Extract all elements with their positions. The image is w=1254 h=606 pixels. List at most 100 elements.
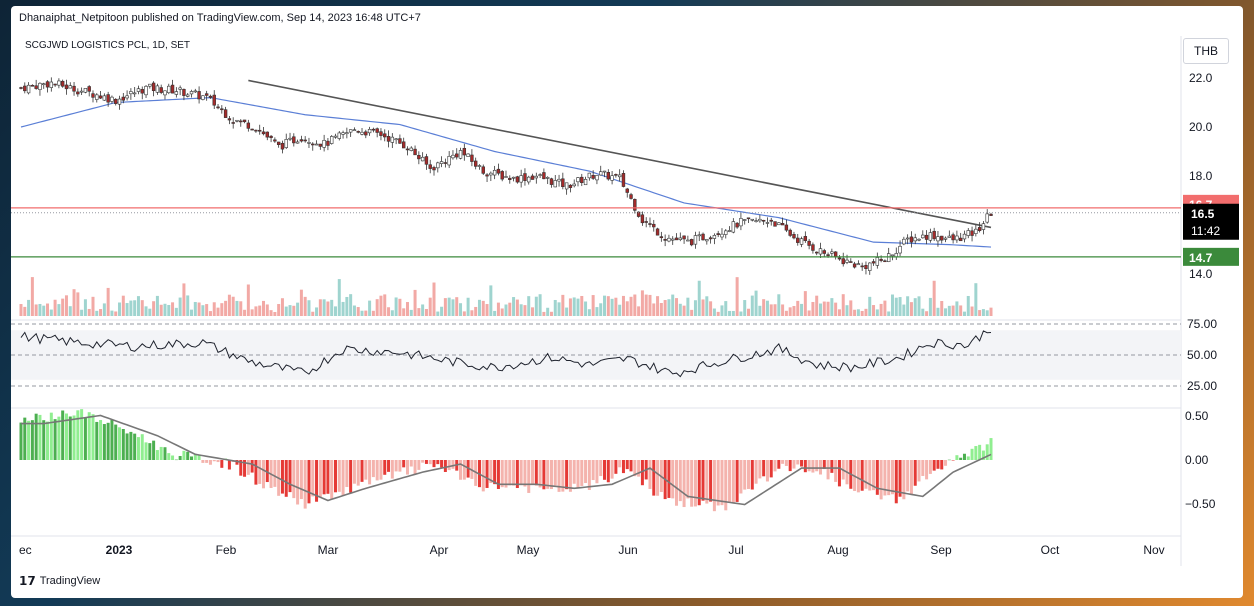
osc-bar — [409, 460, 413, 467]
osc-bar — [193, 454, 197, 460]
osc-bar — [349, 460, 353, 493]
candle-body — [333, 135, 338, 138]
volume-bar — [311, 311, 315, 316]
candle-body — [239, 120, 243, 123]
candle-body — [72, 85, 76, 92]
volume-bar — [250, 309, 254, 316]
osc-bar — [621, 460, 625, 474]
osc-bar — [557, 460, 561, 492]
volume-bar — [663, 300, 667, 316]
osc-bar — [921, 460, 925, 476]
candle-body — [985, 213, 989, 223]
candle-body — [750, 218, 754, 221]
candle-body — [902, 238, 906, 245]
volume-bar — [705, 296, 709, 316]
osc-bar — [174, 459, 178, 461]
volume-bar — [678, 303, 682, 316]
candle-body — [970, 230, 974, 236]
candle-body — [534, 175, 539, 179]
candle-body — [674, 237, 679, 241]
support-label: 14.7 — [1189, 251, 1213, 265]
osc-bar — [625, 460, 629, 470]
osc-bar — [656, 460, 660, 496]
candle-body — [754, 220, 758, 222]
osc-bar — [781, 460, 785, 464]
volume-bar — [443, 298, 447, 316]
candle-body — [443, 162, 448, 164]
volume-bar — [834, 302, 838, 316]
candle-body — [958, 237, 963, 242]
candle-body — [909, 236, 914, 243]
candle-body — [53, 83, 57, 86]
time-tick: Sep — [930, 543, 952, 557]
osc-bar — [917, 460, 921, 482]
osc-bar — [894, 460, 898, 504]
volume-bar — [731, 310, 735, 316]
osc-bar — [91, 414, 95, 460]
candle-body — [701, 233, 705, 241]
volume-bar — [796, 300, 800, 316]
candle-body — [371, 128, 376, 131]
volume-bar — [565, 307, 569, 316]
candle-body — [64, 84, 69, 90]
volume-bar — [262, 300, 265, 316]
candle-body — [924, 234, 929, 240]
candle-body — [671, 238, 675, 241]
volume-bar — [947, 305, 951, 316]
volume-bar — [379, 295, 383, 316]
volume-bar — [697, 280, 701, 316]
candle-body — [788, 229, 792, 236]
candle-body — [743, 219, 747, 221]
osc-bar — [171, 455, 175, 460]
volume-bar — [883, 300, 887, 316]
candle-body — [30, 84, 35, 87]
currency-button[interactable]: THB — [1183, 38, 1229, 64]
time-tick: Jun — [618, 543, 637, 557]
candle-body — [610, 175, 614, 181]
osc-bar — [599, 460, 603, 477]
candle-body — [625, 188, 629, 193]
volume-bar — [466, 297, 470, 316]
volume-bar — [932, 280, 936, 316]
candle-body — [208, 95, 213, 98]
volume-bar — [277, 304, 281, 316]
candle-body — [974, 228, 978, 234]
osc-bar — [981, 450, 985, 460]
candle-body — [284, 139, 288, 148]
candle-body — [227, 118, 232, 121]
price-tick: 14.0 — [1189, 267, 1213, 281]
candle-body — [182, 88, 186, 96]
osc-bar — [57, 416, 61, 460]
osc-bar — [868, 460, 872, 491]
candle-body — [447, 155, 451, 166]
volume-bars — [19, 277, 993, 316]
volume-bar — [940, 300, 944, 316]
candle-body — [462, 147, 467, 156]
candle-body — [246, 122, 251, 129]
footer: 𝟭𝟳 TradingView — [19, 574, 100, 588]
osc-bar — [587, 460, 591, 491]
volume-bar — [125, 303, 129, 316]
volume-bar — [807, 310, 811, 316]
osc-bar — [485, 460, 489, 488]
candle-body — [292, 136, 296, 144]
volume-bar — [246, 284, 250, 316]
candle-body — [538, 174, 542, 176]
volume-bar — [917, 296, 921, 316]
volume-bar — [754, 290, 758, 316]
candle-body — [201, 95, 205, 100]
osc-bar — [754, 460, 758, 484]
volume-bar — [360, 310, 364, 316]
candle-body — [818, 248, 823, 255]
candle-body — [545, 177, 550, 179]
osc-bar — [182, 450, 186, 460]
price-chart[interactable]: 22.0 20.0 18.0 14.0 75.00 50.00 25.00 0.50 0.00 −… — [11, 6, 1243, 598]
candle-body — [989, 213, 993, 216]
candle-body — [129, 91, 133, 95]
osc-bar — [201, 460, 205, 463]
volume-bar — [773, 304, 777, 316]
volume-bar — [853, 309, 857, 316]
osc-bar — [815, 460, 819, 472]
candle-body — [932, 230, 936, 240]
volume-bar — [273, 311, 277, 316]
